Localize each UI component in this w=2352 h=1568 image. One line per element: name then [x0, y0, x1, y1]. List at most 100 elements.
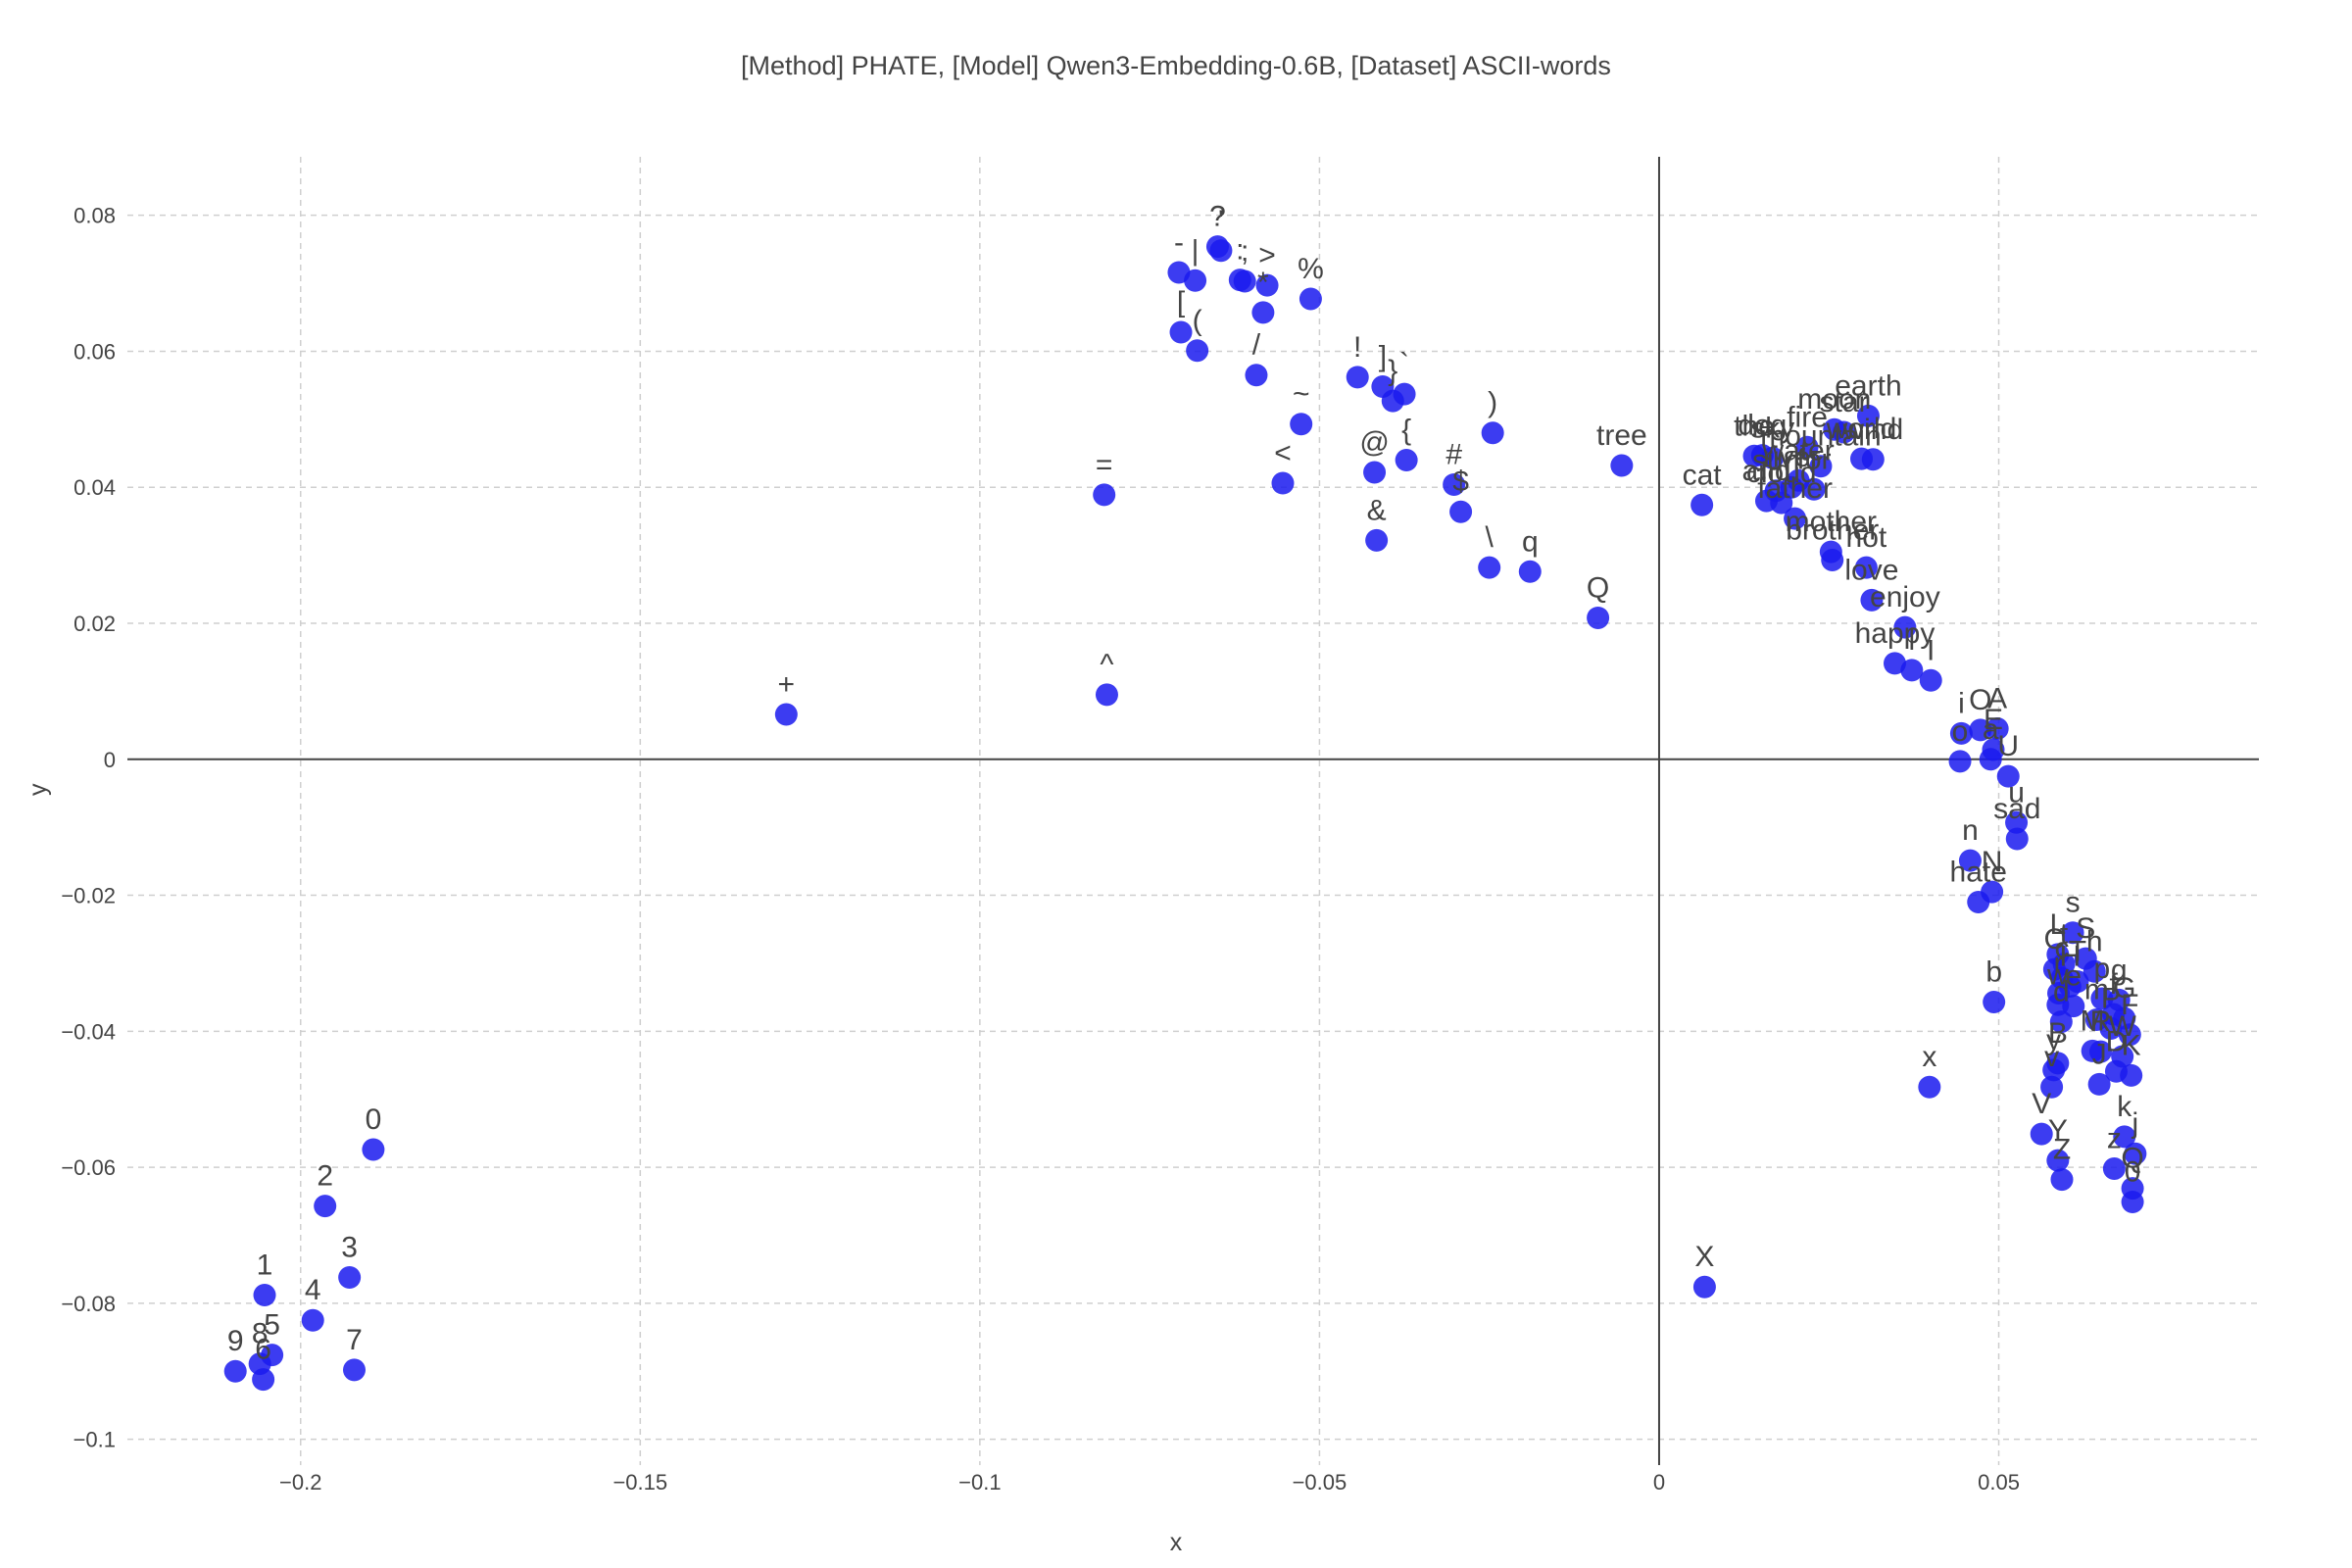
data-point-label: U: [1997, 730, 2019, 762]
data-point-label: p: [2094, 953, 2111, 985]
data-point-label: k: [2117, 1091, 2132, 1123]
y-tick-label: 0: [104, 748, 116, 772]
data-point: [1985, 717, 2009, 741]
data-point: [1979, 748, 2002, 771]
data-point: [1918, 1075, 1941, 1099]
data-point-label: the: [1734, 410, 1775, 442]
data-point: [2099, 1017, 2123, 1041]
data-point: [1795, 435, 1819, 459]
data-point: [2062, 995, 2085, 1018]
data-point-label: sky: [1750, 412, 1794, 444]
data-point-label: &: [1367, 494, 1387, 526]
data-point-label: a: [1983, 713, 1999, 746]
data-point-label: !: [1353, 331, 1361, 364]
data-point: [1690, 493, 1714, 516]
data-point: [1983, 990, 2006, 1013]
data-point-label: water: [1761, 434, 1834, 466]
data-point: [1861, 448, 1885, 471]
data-point-label: q: [1522, 525, 1539, 558]
grid-layer: [127, 157, 2259, 1465]
data-point-label: Y: [2048, 1114, 2068, 1147]
data-points: [223, 235, 2147, 1392]
data-point-label: u: [2008, 776, 2025, 808]
data-point-label: +: [778, 668, 796, 701]
data-point-label: tree: [1596, 419, 1647, 452]
data-point-label: fire: [1787, 401, 1828, 433]
y-tick-label: −0.04: [61, 1019, 116, 1044]
data-point-label: brother: [1786, 514, 1879, 546]
y-tick-label: 0.06: [74, 339, 116, 364]
y-tick-label: −0.02: [61, 884, 116, 908]
data-point: [1821, 548, 1844, 571]
data-point: [1251, 301, 1275, 324]
data-point: [1860, 588, 1884, 612]
data-point-label: 1: [257, 1250, 273, 1282]
x-tick-label: −0.15: [612, 1470, 667, 1494]
data-point: [1209, 239, 1233, 263]
data-point-label: 3: [341, 1231, 358, 1263]
data-point: [1518, 560, 1542, 583]
data-point-label: ]: [1379, 341, 1387, 373]
data-point-label: happy: [1855, 617, 1936, 650]
data-point-label: r: [2054, 947, 2064, 979]
data-point: [1186, 339, 1209, 363]
data-point-label: enjoy: [1870, 581, 1940, 613]
data-point: [1883, 652, 1906, 675]
data-point-label: d: [2053, 976, 2070, 1008]
data-point: [1833, 420, 1856, 444]
data-point: [2120, 1063, 2143, 1087]
data-point-label: for: [1797, 443, 1832, 475]
data-point: [2040, 1075, 2064, 1099]
data-point-label: cat: [1683, 459, 1723, 491]
data-point-label: B: [2048, 1017, 2068, 1050]
data-point: [1233, 270, 1256, 293]
data-point: [1443, 472, 1466, 496]
data-point-label: dog: [1738, 410, 1787, 442]
data-point: [1255, 273, 1279, 297]
data-point: [1969, 718, 1992, 742]
data-point: [1949, 721, 1973, 745]
data-point: [1184, 269, 1207, 292]
data-point-label: T: [2069, 936, 2086, 968]
data-point-label: X: [1694, 1241, 1714, 1273]
data-point-label: 0: [366, 1103, 382, 1136]
data-point-label: W: [2109, 1010, 2137, 1043]
data-point-label: {: [1401, 414, 1411, 446]
data-point: [2049, 1010, 2073, 1034]
data-point: [1854, 556, 1878, 579]
y-tick-label: −0.08: [61, 1292, 116, 1316]
data-point-label: c: [2054, 932, 2069, 964]
data-point: [2113, 1125, 2136, 1149]
data-point: [1900, 659, 1924, 682]
data-point-label: x: [1922, 1041, 1936, 1073]
data-point-label: sun: [1752, 445, 1799, 477]
data-point-label: 5: [264, 1309, 280, 1342]
data-point-label: *: [1257, 267, 1269, 299]
data-point-label: n: [1962, 814, 1979, 847]
data-point: [1587, 606, 1610, 629]
data-point-label: hate: [1950, 856, 2007, 888]
data-point: [2066, 970, 2089, 994]
y-tick-label: 0.02: [74, 612, 116, 636]
data-point: [1692, 1275, 1716, 1298]
data-point: [2042, 1058, 2066, 1082]
data-point-label: :: [1236, 234, 1244, 267]
data-point-label: Q: [1587, 571, 1609, 604]
data-point-label: 4: [305, 1274, 321, 1306]
data-point-label: S: [2076, 912, 2095, 945]
data-point: [253, 1284, 276, 1307]
data-point: [1919, 668, 1942, 692]
data-point-label: y: [2046, 1024, 2061, 1056]
data-point-label: o: [1952, 715, 1969, 748]
data-point: [1363, 461, 1387, 484]
data-point-label: g: [2111, 954, 2128, 986]
data-point: [2121, 1190, 2144, 1213]
x-tick-label: −0.05: [1293, 1470, 1348, 1494]
data-point: [1365, 528, 1389, 552]
data-point: [2118, 1023, 2141, 1047]
tick-labels: −0.2 −0.15 −0.1 −0.05 0 0.05 −0.1 −0.08 −0.06 −0.…: [61, 204, 2020, 1494]
data-point-label: #: [1446, 438, 1462, 470]
data-point: [1395, 448, 1418, 471]
data-point-label: cloud: [1746, 457, 1817, 489]
data-point: [1761, 446, 1785, 469]
